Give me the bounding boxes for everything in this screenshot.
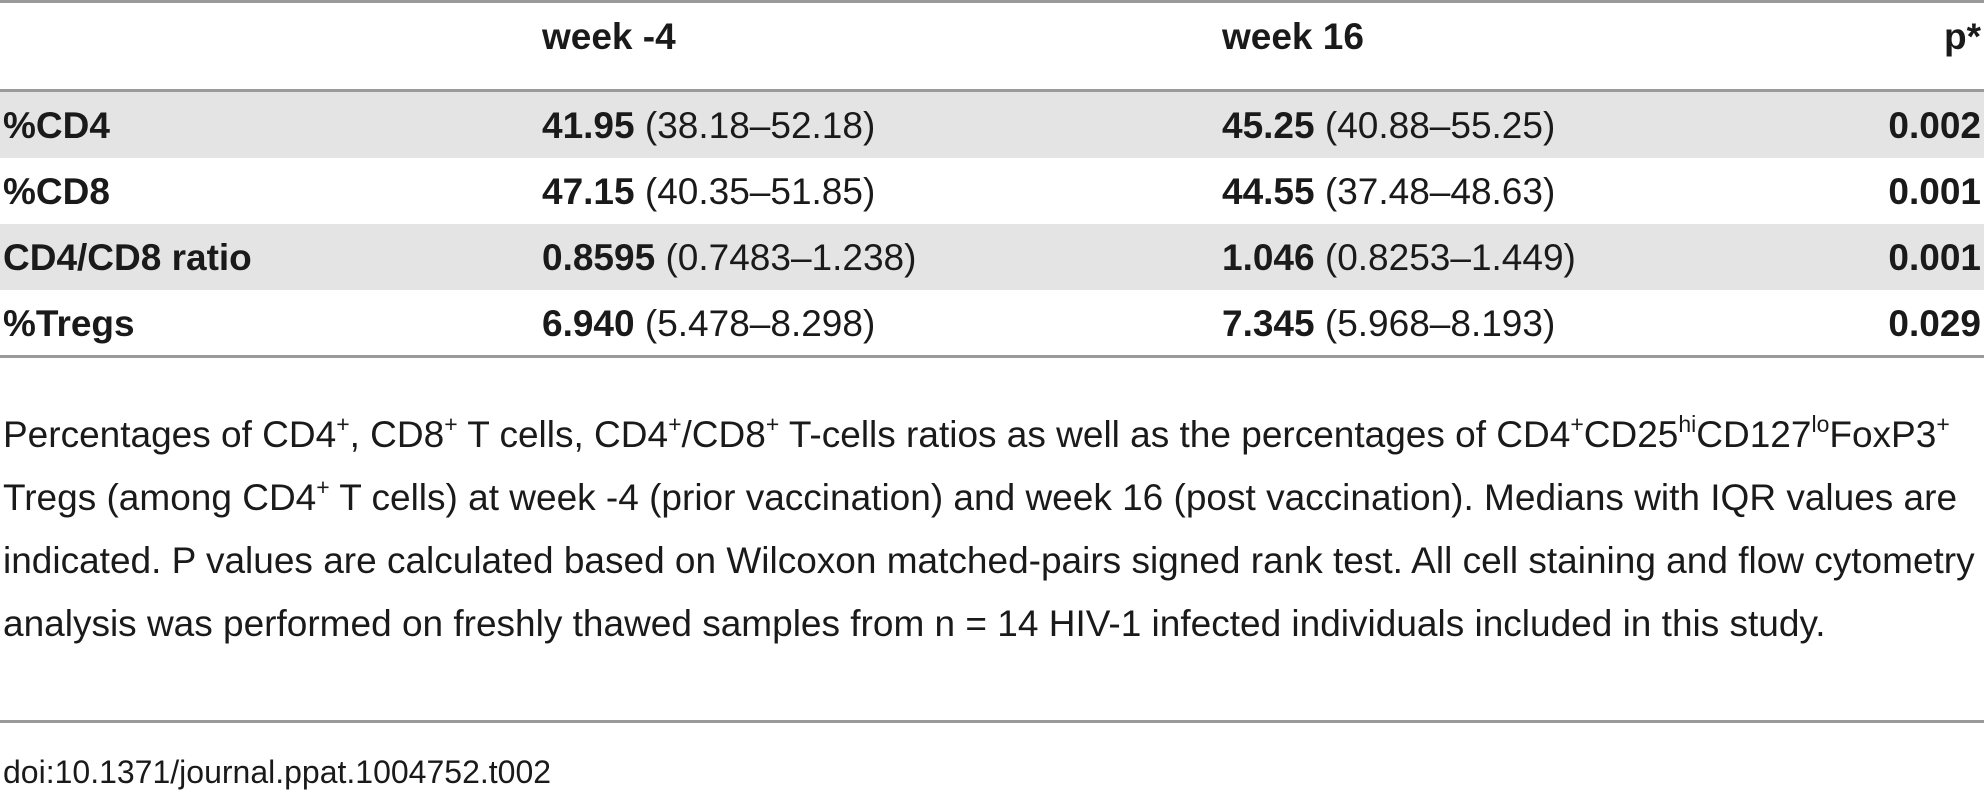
week-16-value: 44.55 (37.48–48.63) [1222, 171, 1556, 212]
header-week-minus-4: week -4 [542, 16, 676, 57]
header-p-value: p* [1944, 16, 1981, 57]
week-minus-4-value: 6.940 (5.478–8.298) [542, 303, 876, 344]
table-header-rule [0, 89, 1984, 92]
week-minus-4-value: 0.8595 (0.7483–1.238) [542, 237, 917, 278]
p-value: 0.002 [1888, 105, 1981, 146]
week-minus-4-value: 41.95 (38.18–52.18) [542, 105, 876, 146]
p-value: 0.001 [1888, 171, 1981, 212]
week-16-value: 7.345 (5.968–8.193) [1222, 303, 1556, 344]
week-16-value: 45.25 (40.88–55.25) [1222, 105, 1556, 146]
table-row: %CD4 41.95 (38.18–52.18) 45.25 (40.88–55… [0, 92, 1984, 158]
row-label: %Tregs [3, 303, 135, 344]
table-top-rule [0, 0, 1984, 3]
p-value: 0.001 [1888, 237, 1981, 278]
row-label: CD4/CD8 ratio [3, 237, 252, 278]
week-16-value: 1.046 (0.8253–1.449) [1222, 237, 1576, 278]
row-label: %CD8 [3, 171, 110, 212]
table-row: %Tregs 6.940 (5.478–8.298) 7.345 (5.968–… [0, 290, 1984, 356]
header-week-16: week 16 [1222, 16, 1364, 57]
row-label: %CD4 [3, 105, 110, 146]
table-header-row: week -4 week 16 p* [0, 3, 1984, 89]
doi-link[interactable]: doi:10.1371/journal.ppat.1004752.t002 [3, 754, 552, 790]
table-row: CD4/CD8 ratio 0.8595 (0.7483–1.238) 1.04… [0, 224, 1984, 290]
footer-rule [0, 720, 1984, 723]
table-row: %CD8 47.15 (40.35–51.85) 44.55 (37.48–48… [0, 158, 1984, 224]
p-value: 0.029 [1888, 303, 1981, 344]
week-minus-4-value: 47.15 (40.35–51.85) [542, 171, 876, 212]
table-caption: Percentages of CD4+, CD8+ T cells, CD4+/… [3, 411, 1975, 645]
table-bottom-rule [0, 355, 1984, 358]
